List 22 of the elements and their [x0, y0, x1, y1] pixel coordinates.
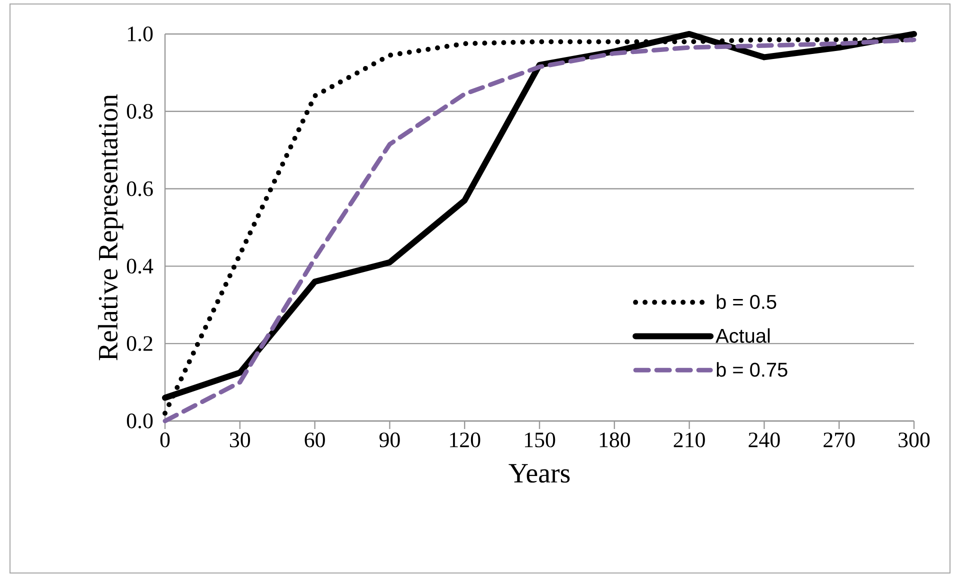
y-tick-label: 0.4: [126, 258, 154, 274]
y-tick-label: 0.6: [126, 181, 153, 196]
x-axis-title: Years: [508, 464, 570, 483]
legend-label: b = 0.5: [716, 294, 776, 309]
legend-label: b = 0.75: [716, 362, 788, 377]
y-tick-label: 0.0: [126, 414, 153, 428]
y-tick-label: 0.2: [126, 336, 152, 352]
x-tick-label: 0: [160, 432, 170, 448]
x-tick-label: 240: [748, 432, 780, 448]
x-tick-label: 180: [600, 432, 630, 448]
x-tick-label: 30: [230, 432, 250, 448]
x-tick-label: 300: [898, 432, 930, 448]
x-tick-label: 90: [379, 432, 400, 448]
y-tick-label: 1.0: [128, 26, 153, 42]
x-tick-label: 270: [824, 432, 855, 448]
y-tick-label: 0.8: [126, 104, 153, 119]
legend-label: Actual: [716, 328, 770, 343]
x-tick-label: 150: [524, 432, 556, 448]
x-tick-label: 120: [450, 432, 480, 448]
x-tick-label: 210: [674, 432, 705, 448]
x-tick-label: 60: [304, 432, 325, 448]
y-axis-title: Relative Representation: [98, 94, 124, 360]
